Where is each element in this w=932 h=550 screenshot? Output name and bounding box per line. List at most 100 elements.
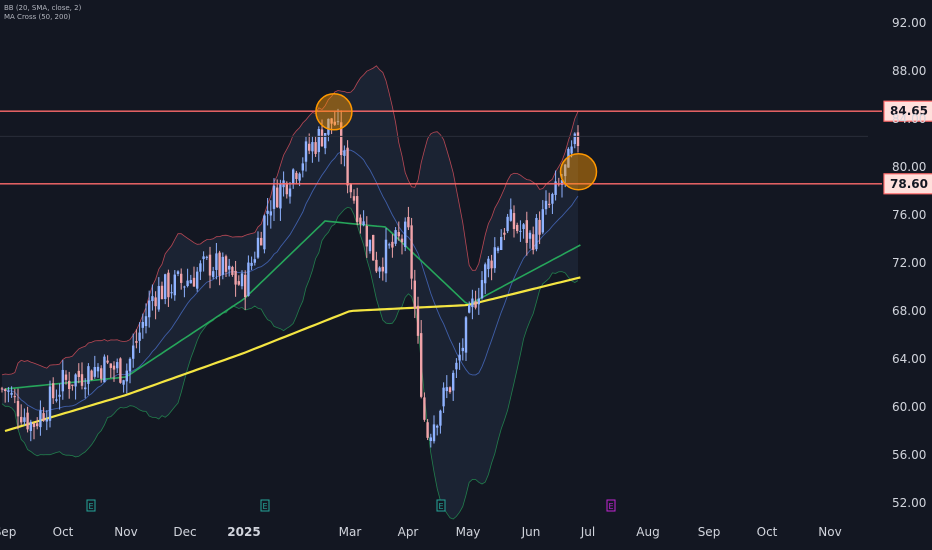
candle-body [320,129,324,147]
candle-body [215,253,218,270]
candle-body [256,237,260,258]
candle-body [394,230,397,244]
candle-body [429,437,432,442]
time-tick-label: Nov [114,525,137,539]
candle-body [573,133,576,145]
candle-body [448,387,452,393]
event-marker-box [436,499,446,512]
candle-body [388,244,391,246]
price-tick-label: 64.00 [892,352,926,366]
candle-body [138,332,141,341]
time-tick-label: Nov [818,525,841,539]
candle-body [90,370,93,381]
candle-body [308,143,311,151]
candle-body [551,194,554,204]
candle-body [487,258,490,270]
candle-body [413,280,416,309]
earnings-event-marker[interactable]: E [260,499,270,512]
candle-body [426,422,429,438]
candle-body [288,188,292,197]
candle-body [384,239,388,274]
candle-body [237,281,240,285]
candle-body [266,210,269,214]
candle-body [68,380,71,389]
candle-body [183,286,186,288]
candle-body [84,387,87,390]
candle-body [535,217,538,250]
price-level-tag-label: 84.65 [890,104,928,118]
time-tick-label: Oct [53,525,74,539]
candle-body [20,416,23,423]
candle-body [125,370,128,382]
candle-body [525,220,528,243]
candle-body [295,172,298,179]
candle-body [186,280,189,287]
candle-body [199,263,202,272]
candle-body [292,169,295,185]
bb-indicator-label[interactable]: BB (20, SMA, close, 2) [4,4,82,12]
candle-body [554,181,557,195]
time-tick-label: Apr [398,525,419,539]
candle-body [71,384,74,386]
earnings-event-marker[interactable]: E [606,499,616,512]
candle-body [490,260,493,269]
candle-body [119,358,122,383]
bb-fill [2,65,578,520]
candle-body [58,394,61,397]
time-tick-label: May [456,525,481,539]
candle-body [148,300,151,318]
price-tick-label: 76.00 [892,208,926,222]
highlight-circles [315,93,598,191]
price-tick-label: 92.00 [892,16,926,30]
candle-body [109,363,112,368]
candle-body [298,173,301,181]
candle-body [218,252,221,276]
candle-body [164,274,167,299]
candle-body [170,292,173,294]
candle-body [87,366,90,384]
candle-body [122,380,125,385]
candle-body [36,423,39,427]
candle-body [458,354,461,361]
time-axis[interactable]: Sep Oct Nov Dec 2025 Mar Apr May Jun Jul Aug Sep Oct… [0,525,842,539]
candle-body [141,322,144,328]
candle-body [340,122,343,156]
candle-body [368,239,372,252]
candlesticks [0,108,580,448]
candle-body [260,237,263,246]
price-tick-label: 56.00 [892,448,926,462]
candle-body [324,132,327,149]
candle-body [192,277,196,287]
candle-body [311,142,314,152]
price-tick-label: 72.00 [892,256,926,270]
candle-body [314,142,317,154]
candle-body [512,213,516,229]
candle-body [228,265,231,270]
candle-body [455,362,458,370]
candle-body [416,305,420,336]
candle-body [496,247,500,251]
price-axis[interactable]: 92.00 88.00 84.00 80.00 76.00 72.00 68.00 64.00… [892,16,926,510]
candle-body [144,316,148,327]
candle-body [240,273,244,287]
earnings-event-marker[interactable]: E [86,499,96,512]
candle-body [503,232,506,235]
candle-body [567,148,570,168]
ma-cross-indicator-label[interactable]: MA Cross (50, 200) [4,13,71,21]
event-marker-box [260,499,270,512]
bb-lower-line [1,206,579,520]
candle-body [231,266,234,275]
earnings-event-marker[interactable]: E [436,499,446,512]
candle-body [439,410,442,426]
candle-body [16,400,20,417]
time-tick-label: Oct [757,525,778,539]
candle-body [576,132,580,147]
candle-body [436,425,439,428]
candle-body [269,211,272,216]
candle-body [356,196,359,222]
event-marker-label: E [438,502,443,511]
price-tick-label: 52.00 [892,496,926,510]
candle-body [445,387,448,392]
candle-body [234,270,237,285]
